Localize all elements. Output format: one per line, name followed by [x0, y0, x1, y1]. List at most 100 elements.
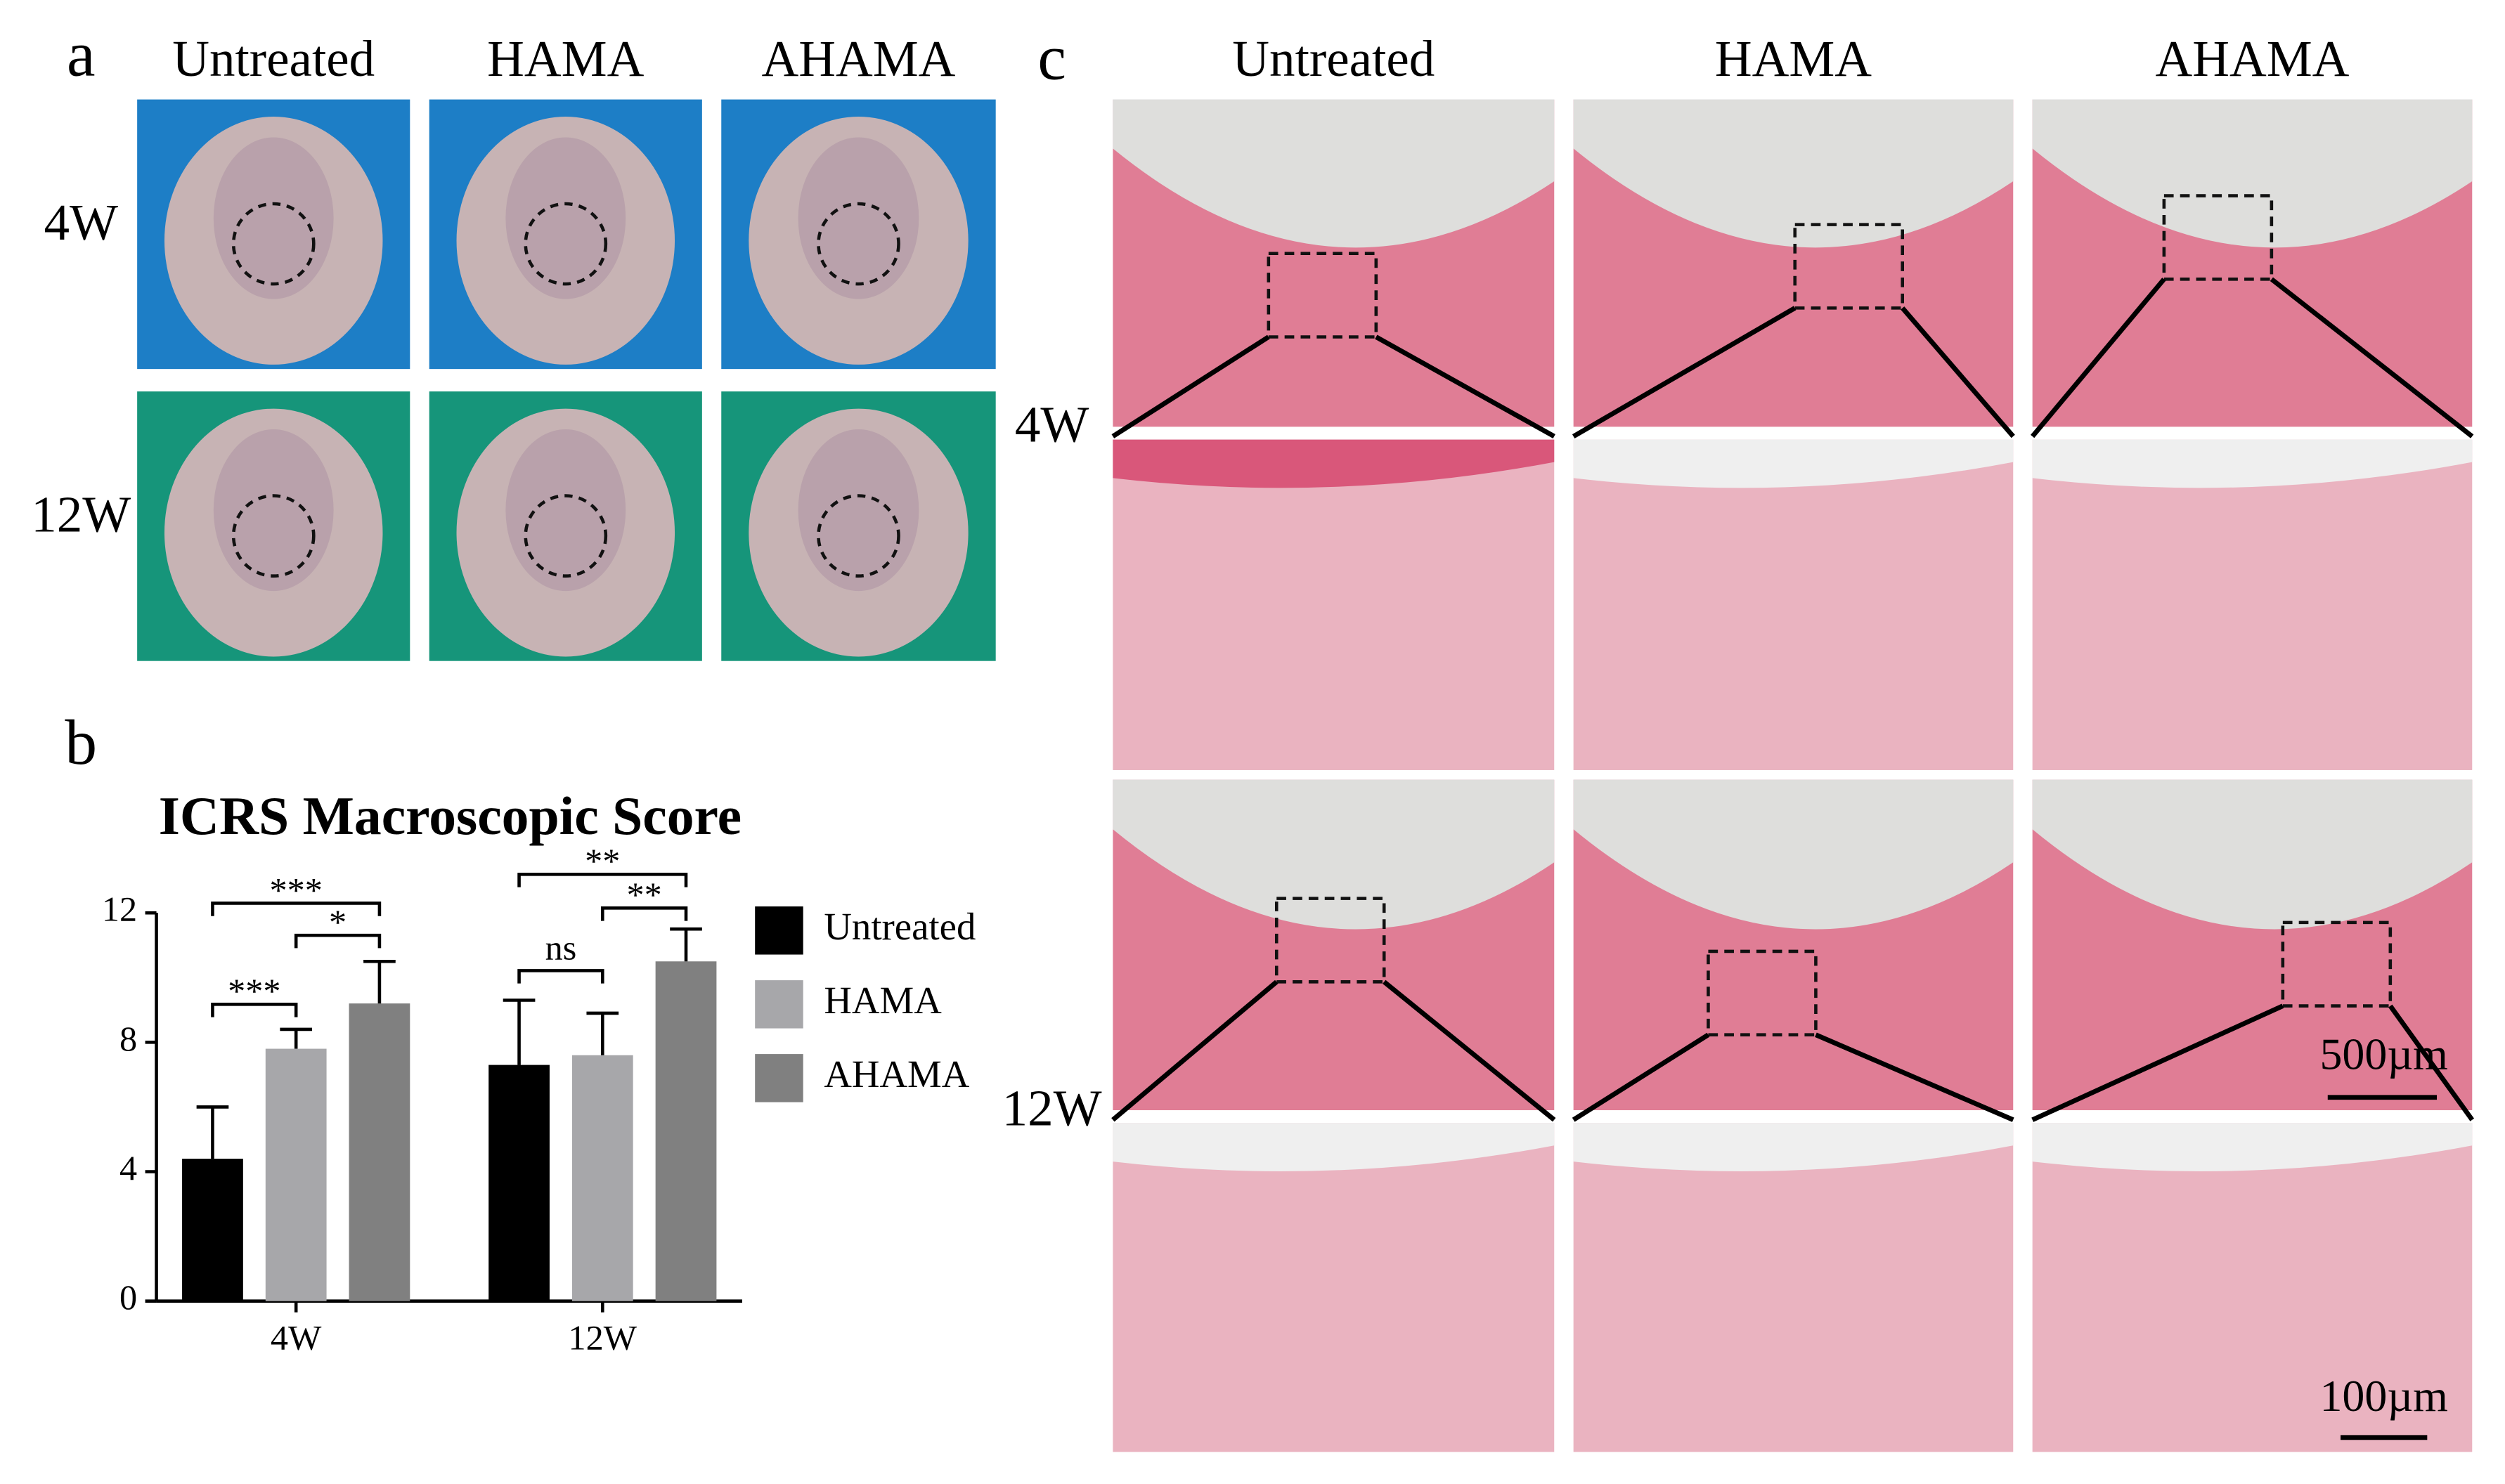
- column-header: HAMA: [487, 30, 644, 87]
- error-bar: [363, 959, 396, 1004]
- significance-label: ns: [545, 928, 577, 967]
- bar: [571, 1055, 633, 1301]
- bar: [349, 1003, 410, 1301]
- zoom-line: [1111, 979, 1279, 1122]
- cartilage-surface: [1113, 99, 1555, 248]
- zoom-box: [1274, 897, 1386, 984]
- zoom-line: [1572, 1032, 1710, 1122]
- cartilage-surface: [2032, 779, 2473, 930]
- y-tick-label: 0: [119, 1277, 137, 1317]
- defect-circle: [817, 494, 900, 578]
- error-bar: [280, 1027, 313, 1049]
- chart-title: ICRS Macroscopic Score: [159, 786, 742, 846]
- scale-bar-label: 100µm: [2319, 1371, 2447, 1421]
- cartilage-surface: [1113, 779, 1555, 930]
- error-bar: [586, 1011, 619, 1055]
- panel-label: a: [67, 19, 96, 90]
- tissue-highlight: [505, 429, 626, 592]
- y-tick-label: 12: [102, 890, 137, 929]
- x-tick-label: 12W: [568, 1317, 637, 1357]
- x-tick-label: 4W: [271, 1317, 322, 1357]
- zoom-line: [1383, 979, 1556, 1122]
- zoom-box: [2281, 920, 2393, 1008]
- significance-bracket: [517, 873, 688, 887]
- histology-image: [1113, 439, 1555, 770]
- tissue-highlight: [798, 429, 919, 592]
- significance-label: **: [585, 841, 620, 880]
- significance-bracket: [294, 933, 382, 949]
- significance-label: **: [627, 875, 662, 914]
- histology-image: [1113, 1123, 1555, 1452]
- tissue-highlight: [213, 137, 334, 299]
- error-bar: [670, 927, 702, 962]
- cartilage-surface: [2032, 99, 2473, 248]
- row-label: 12W: [31, 486, 131, 543]
- legend-swatch: [755, 906, 803, 955]
- significance-label: *: [329, 902, 347, 942]
- defect-circle: [231, 202, 316, 286]
- error-bar: [196, 1105, 229, 1159]
- zoom-line: [1111, 334, 1270, 438]
- significance-bracket: [601, 906, 688, 921]
- column-header: AHAMA: [761, 30, 955, 87]
- histology-image: [1573, 439, 2014, 770]
- zoom-box: [1793, 223, 1904, 310]
- tissue-highlight: [213, 429, 334, 592]
- row-label: 4W: [1015, 396, 1089, 453]
- zoom-box: [1707, 949, 1818, 1036]
- significance-bracket: [517, 969, 604, 984]
- zoom-box: [2162, 194, 2274, 281]
- tissue-edge: [1573, 1123, 2014, 1171]
- cartilage-surface: [1573, 99, 2014, 248]
- zoom-line: [1901, 306, 2015, 438]
- bar: [265, 1048, 327, 1301]
- panel-label: c: [1037, 22, 1066, 93]
- y-tick-label: 8: [119, 1019, 137, 1058]
- scale-bar-label: 500µm: [2319, 1029, 2447, 1079]
- column-header: Untreated: [172, 30, 375, 87]
- cartilage-surface: [1573, 779, 2014, 930]
- zoom-line: [1815, 1032, 2014, 1122]
- significance-bracket: [211, 902, 382, 916]
- legend-label: HAMA: [824, 979, 942, 1022]
- zoom-box: [1267, 252, 1378, 339]
- column-header: AHAMA: [2155, 30, 2349, 87]
- defect-circle: [524, 494, 608, 578]
- zoom-line: [1572, 306, 1797, 439]
- significance-label: ***: [228, 971, 280, 1010]
- tissue-highlight: [505, 137, 626, 299]
- zoom-line: [1375, 334, 1555, 439]
- error-bar: [503, 998, 536, 1065]
- legend-swatch: [755, 1054, 803, 1102]
- significance-bracket: [211, 1003, 298, 1017]
- tissue-edge: [1113, 1123, 1555, 1171]
- legend-label: Untreated: [824, 905, 976, 948]
- panel-label: b: [65, 707, 97, 778]
- zoom-line: [2270, 277, 2474, 438]
- bar: [182, 1159, 243, 1301]
- column-header: HAMA: [1715, 30, 1872, 87]
- tissue-edge: [1113, 439, 1555, 488]
- defect-circle: [231, 494, 316, 578]
- zoom-line: [2388, 1004, 2475, 1121]
- histology-image: [2032, 439, 2473, 770]
- tissue-edge: [2032, 1123, 2473, 1171]
- significance-label: ***: [270, 870, 323, 909]
- tissue-edge: [1573, 439, 2014, 488]
- legend-swatch: [755, 980, 803, 1029]
- zoom-line: [2031, 1003, 2284, 1122]
- column-header: Untreated: [1232, 30, 1435, 87]
- defect-circle: [524, 202, 608, 286]
- tissue-edge: [2032, 439, 2473, 488]
- bar: [655, 961, 717, 1301]
- zoom-line: [2031, 278, 2166, 438]
- defect-circle: [817, 202, 900, 286]
- bar: [488, 1065, 550, 1301]
- histology-image: [2032, 1123, 2473, 1452]
- legend-label: AHAMA: [824, 1053, 969, 1095]
- histology-image: [1573, 1123, 2014, 1452]
- tissue-highlight: [798, 137, 919, 299]
- row-label: 4W: [44, 194, 118, 251]
- y-tick-label: 4: [119, 1148, 137, 1187]
